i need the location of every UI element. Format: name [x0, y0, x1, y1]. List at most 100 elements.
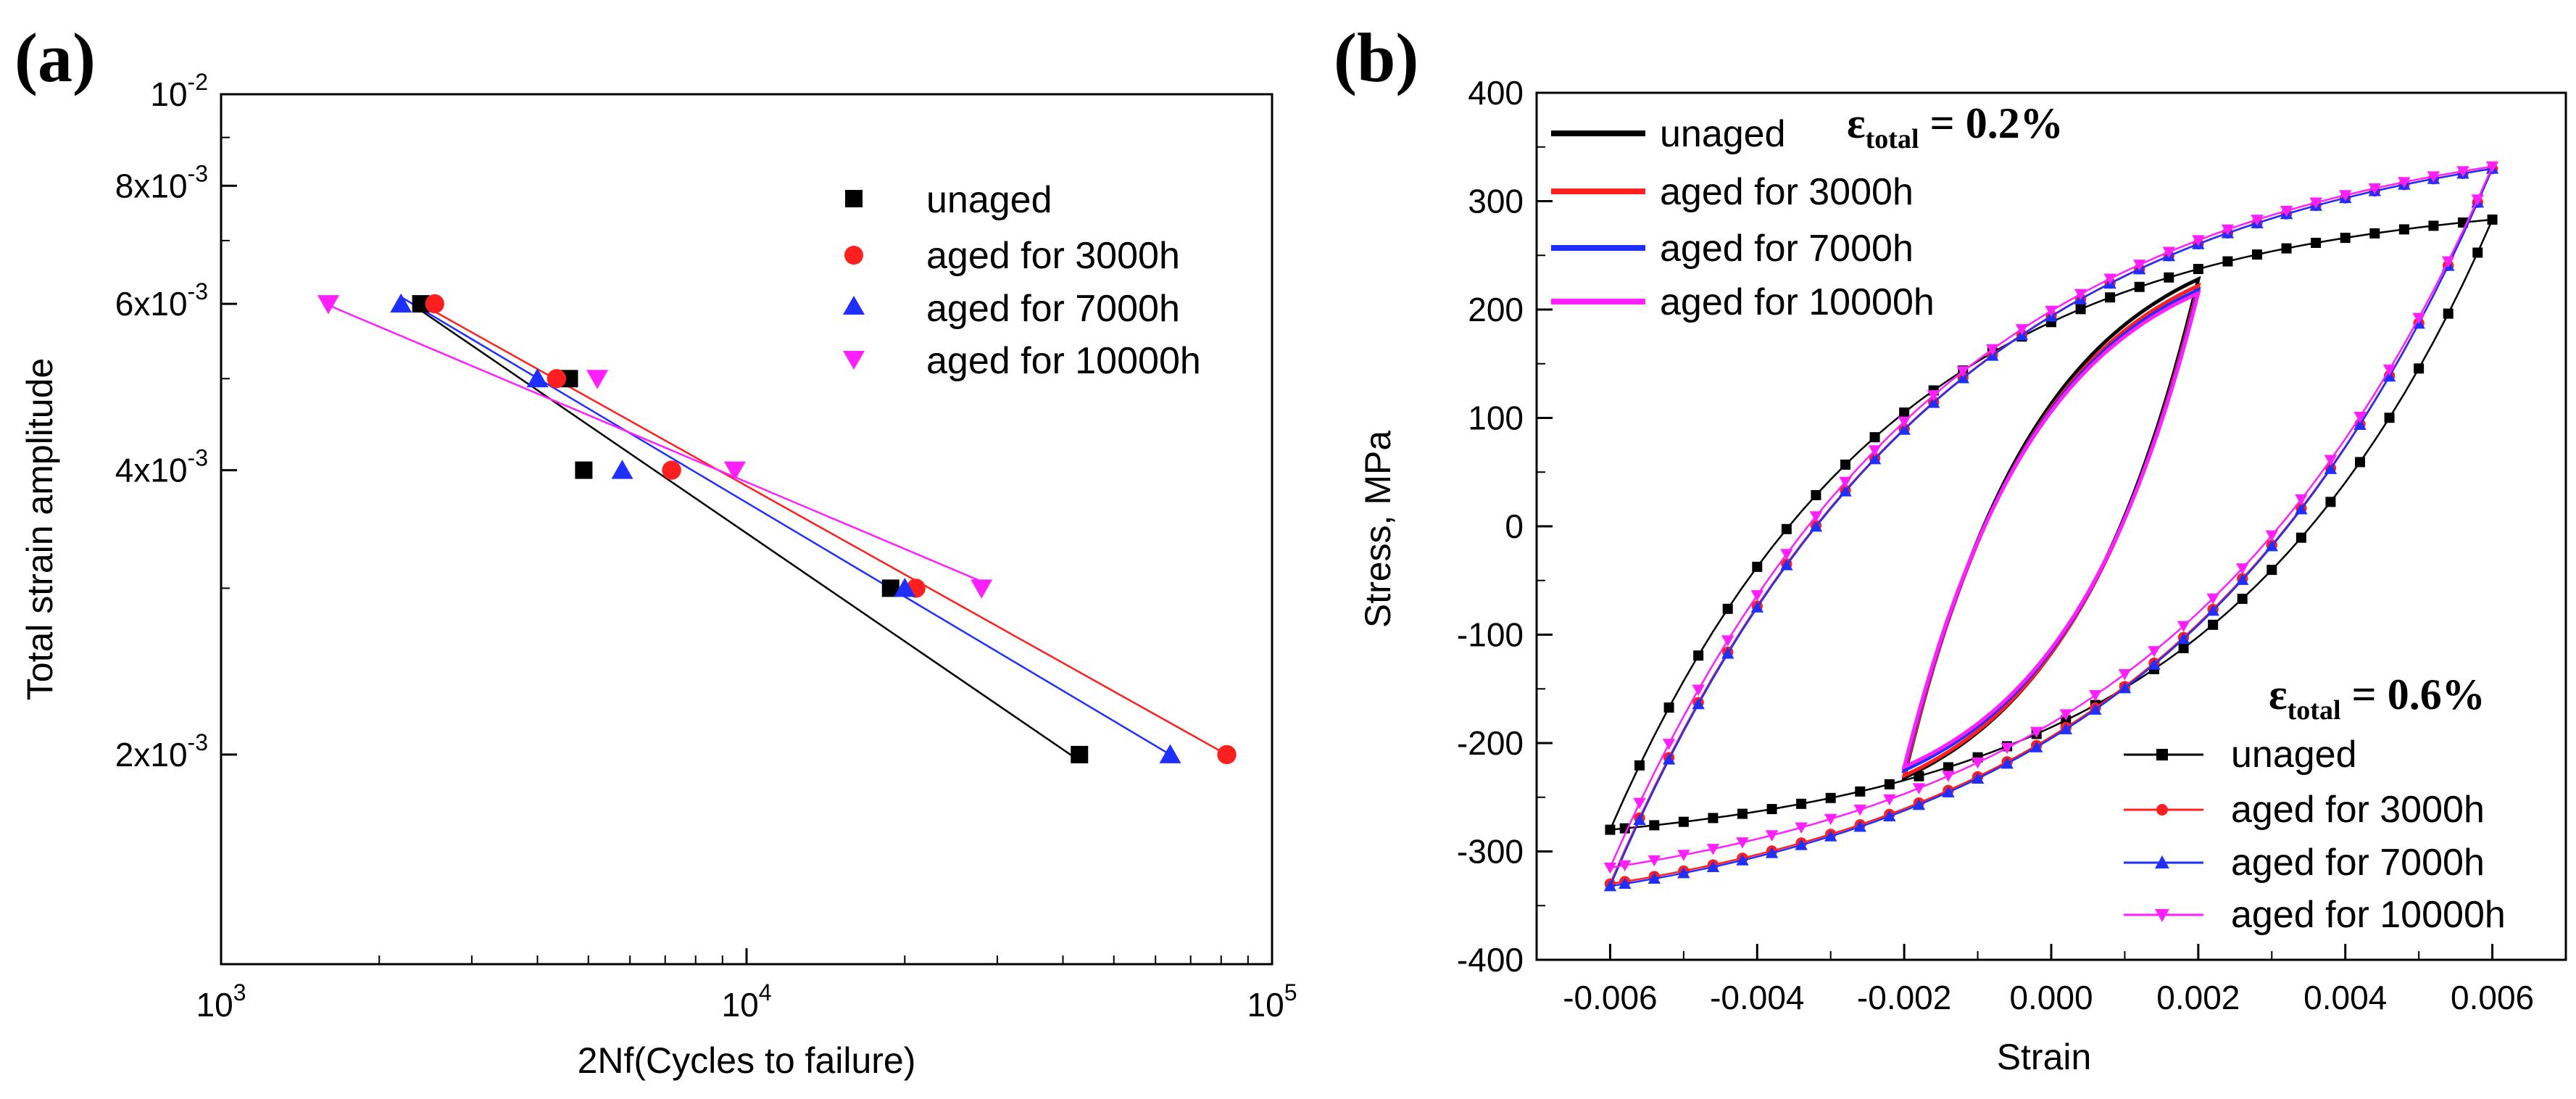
loop-point	[1692, 697, 1705, 710]
panel-b-annotation-strain-0-2: εtotal = 0.2%	[1847, 99, 2064, 154]
loop-point	[1706, 860, 1720, 872]
loop-point	[2015, 324, 2029, 336]
loop-point	[2398, 177, 2411, 188]
tick-exponent: -3	[188, 729, 208, 755]
loop-point	[1809, 521, 1823, 532]
loop-point	[1722, 603, 1733, 614]
loop-point	[2280, 205, 2293, 217]
tick-base: 10	[196, 986, 233, 1024]
loop-point	[1781, 523, 1792, 534]
loop-point	[2309, 197, 2322, 209]
loop-point	[1708, 813, 1719, 824]
tick-base: 10	[722, 986, 759, 1024]
loop-point	[2398, 224, 2409, 235]
data-point	[971, 579, 993, 599]
data-point	[586, 370, 609, 389]
annotation-subscript: total	[1866, 124, 1919, 154]
tick-exponent: 5	[1284, 979, 1297, 1005]
loop-point	[1927, 397, 1940, 408]
loop-point	[1956, 366, 1970, 378]
loop-point	[1677, 866, 1690, 879]
panel-b-label: (b)	[1334, 19, 1418, 96]
loop-point	[2427, 171, 2440, 183]
loop-point	[2340, 233, 2351, 244]
loop-point	[1868, 452, 1882, 465]
legend-label: aged for 3000h	[926, 235, 1180, 277]
y-tick-label: 200	[1468, 291, 1524, 328]
loop-point	[1884, 779, 1895, 789]
loop-point	[1796, 798, 1807, 809]
loop-point	[1662, 739, 1676, 750]
loop-point	[1839, 476, 1852, 489]
loop-point	[1869, 432, 1880, 443]
loop-point	[2221, 224, 2235, 236]
loop-point	[2472, 247, 2483, 258]
loop-point	[2295, 532, 2306, 543]
x-tick-label: 0.002	[2156, 979, 2240, 1016]
loop-point	[2118, 681, 2132, 694]
loop-point	[2414, 363, 2425, 374]
loop-point	[2206, 605, 2219, 616]
loop-point	[1706, 844, 1720, 855]
panel-a-x-axis-title: 2Nf(Cycles to failure)	[578, 1040, 916, 1081]
loop-point	[2132, 260, 2146, 271]
loop-point	[2471, 194, 2485, 206]
data-point	[390, 293, 412, 313]
hysteresis-loop-0-2	[1901, 290, 2201, 771]
panel-b-y-axis-title: Stress, MPa	[1358, 431, 1398, 628]
loop-point	[1633, 813, 1646, 826]
legend-marker-circle	[2156, 804, 2168, 816]
panel-a-y-axis-title: Total strain amplitude	[20, 358, 60, 700]
annotation-value: = 0.2%	[1919, 99, 2064, 147]
x-tick-label: -0.002	[1857, 979, 1951, 1016]
loop-point	[2164, 272, 2174, 283]
loop-point	[2251, 215, 2264, 226]
loop-point	[1942, 786, 1955, 797]
loop-point	[1956, 372, 1970, 383]
loop-point	[2265, 530, 2279, 542]
loop-point	[2075, 304, 2086, 315]
loop-point	[1618, 860, 1632, 872]
fit-line	[400, 296, 1171, 755]
panel-b-x-ticks: -0.006 -0.004 -0.002 0.000 0.002 0.004 0.006	[1536, 944, 2567, 1016]
legend-label: aged for 10000h	[926, 340, 1201, 382]
panel-a-axes-frame	[220, 93, 1274, 966]
panel-b-legend-bottom: unaged aged for 3000h aged for 7000h age…	[2124, 734, 2506, 936]
loop-point	[2105, 292, 2116, 303]
hysteresis-loop-0-2	[1901, 282, 2201, 779]
hysteresis-loop-0-2	[1901, 286, 2201, 774]
panel-a-legend-item-7000h: aged for 7000h	[843, 288, 1180, 330]
loop-point	[2208, 619, 2219, 630]
loop-point	[2193, 264, 2203, 275]
loop-point	[1942, 771, 1955, 782]
loop-point	[2324, 455, 2338, 466]
panel-b-legend-bottom-item-7000h: aged for 7000h	[2124, 842, 2485, 884]
loop-point	[1853, 804, 1867, 816]
loop-point	[1693, 650, 1704, 661]
panel-a-plot-area	[317, 293, 1237, 765]
loop-point	[2029, 741, 2043, 752]
loop-point	[1825, 792, 1836, 803]
legend-marker-triangle-down	[843, 351, 865, 370]
data-point	[547, 369, 567, 389]
loop-point	[1780, 549, 1793, 560]
data-point	[526, 368, 549, 388]
loop-point	[1898, 423, 1911, 435]
y-tick-label: 0	[1505, 507, 1524, 545]
legend-label: unaged	[926, 179, 1052, 221]
loop-point	[1648, 855, 1661, 867]
y-tick-label: -400	[1457, 941, 1524, 979]
loop-point	[2103, 273, 2116, 285]
loop-point	[1855, 786, 1866, 797]
y-tick-label: 10-2	[150, 69, 208, 113]
hysteresis-loop-0-2	[1901, 275, 2201, 781]
legend-label: aged for 7000h	[2231, 842, 2485, 884]
loop-point	[2235, 573, 2249, 585]
y-tick-label: 100	[1468, 399, 1524, 437]
loop-point	[1618, 877, 1632, 889]
data-point	[723, 461, 746, 481]
loop-point	[2059, 723, 2073, 734]
tick-exponent: -3	[188, 278, 208, 304]
